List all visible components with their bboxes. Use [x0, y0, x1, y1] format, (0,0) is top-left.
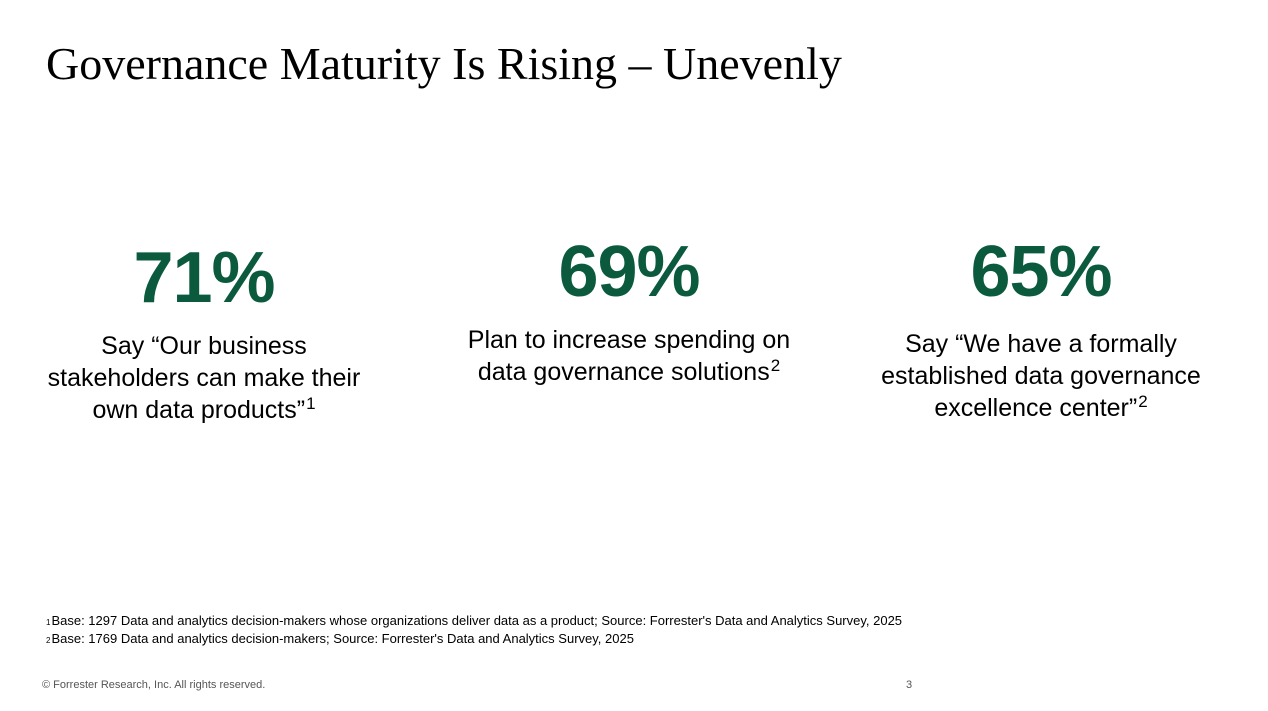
page-number: 3 [906, 679, 913, 691]
stat-description: Plan to increase spending on data govern… [441, 324, 817, 391]
stat-description-line: Plan to increase spending on [467, 326, 791, 354]
footnote: 1Base: 1297 Data and analytics decision-… [46, 613, 902, 631]
stat-block-excellence-center: 65% Say “We have a formally established … [856, 232, 1226, 427]
stat-description-line: own data products” [92, 396, 306, 424]
stat-description-line: Say “We have a formally [905, 330, 1177, 358]
stat-block-governance-spending: 69% Plan to increase spending on data go… [441, 232, 817, 391]
slide-title: Governance Maturity Is Rising – Unevenly [46, 38, 842, 89]
footnotes: 1Base: 1297 Data and analytics decision-… [46, 613, 902, 649]
stat-block-business-stakeholders: 71% Say “Our business stakeholders can m… [20, 238, 388, 429]
stat-value: 69% [558, 232, 700, 312]
footnote: 2Base: 1769 Data and analytics decision-… [46, 631, 902, 649]
copyright-notice: © Forrester Research, Inc. All rights re… [42, 679, 266, 691]
stat-description: Say “We have a formally established data… [856, 328, 1226, 427]
footnote-marker: 2 [46, 636, 51, 645]
footnote-ref: 2 [770, 356, 781, 375]
stat-description-line: stakeholders can make their [47, 364, 361, 392]
footnote-marker: 1 [46, 618, 51, 627]
footnote-text: Base: 1297 Data and analytics decision-m… [51, 613, 903, 628]
footnote-ref: 2 [1138, 392, 1148, 411]
stat-description-line: Say “Our business [101, 332, 307, 360]
stat-description-line: excellence center” [934, 394, 1138, 422]
stat-value: 71% [133, 238, 275, 318]
stat-description-line: data governance solutions [477, 358, 770, 386]
stat-value: 65% [970, 232, 1112, 312]
stat-description: Say “Our business stakeholders can make … [20, 330, 388, 429]
stat-description-line: established data governance [881, 362, 1201, 390]
footnote-ref: 1 [306, 394, 316, 413]
footnote-text: Base: 1769 Data and analytics decision-m… [51, 631, 634, 646]
